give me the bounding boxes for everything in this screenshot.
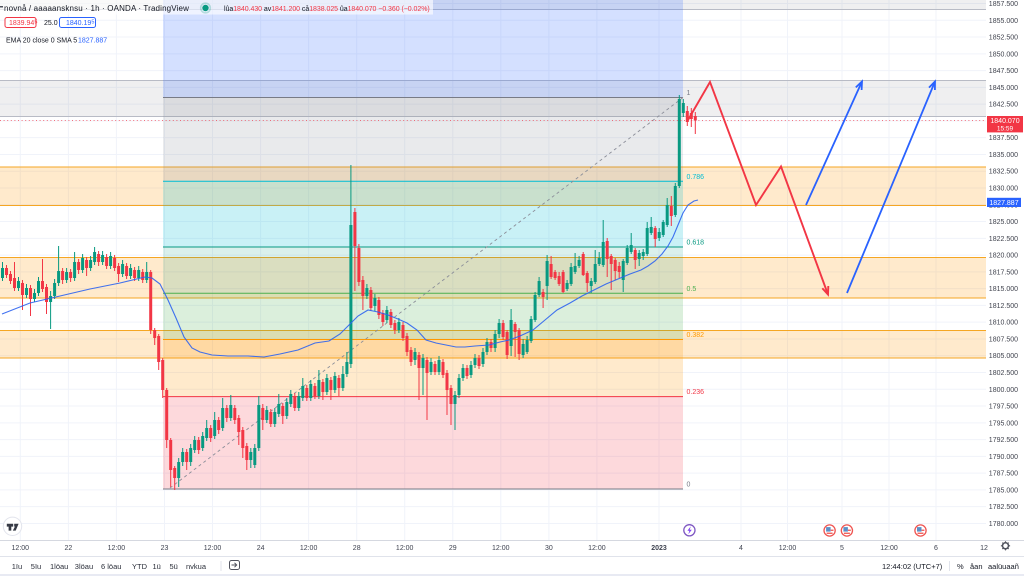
svg-text:novnå / aaaaansknsu · 1h · OAN: novnå / aaaaansknsu · 1h · OANDA · Tradi… [4, 4, 189, 13]
svg-text:1löau: 1löau [50, 562, 68, 571]
svg-text:1835.000: 1835.000 [989, 152, 1018, 159]
svg-text:%: % [957, 562, 964, 571]
svg-text:1782.500: 1782.500 [989, 504, 1018, 511]
svg-text:nvkua: nvkua [186, 562, 207, 571]
svg-text:1842.500: 1842.500 [989, 102, 1018, 109]
svg-text:1815.000: 1815.000 [989, 286, 1018, 293]
svg-text:1827.887: 1827.887 [78, 38, 107, 45]
svg-text:28: 28 [353, 545, 361, 552]
svg-text:1830.000: 1830.000 [989, 185, 1018, 192]
svg-text:1825.000: 1825.000 [989, 219, 1018, 226]
svg-text:29: 29 [449, 545, 457, 552]
svg-text:1852.500: 1852.500 [989, 35, 1018, 42]
svg-text:0.382: 0.382 [687, 332, 705, 339]
svg-text:1787.500: 1787.500 [989, 471, 1018, 478]
svg-text:3löau: 3löau [75, 562, 93, 571]
svg-text:YTD: YTD [132, 562, 148, 571]
svg-text:1847.500: 1847.500 [989, 68, 1018, 75]
svg-text:1792.500: 1792.500 [989, 437, 1018, 444]
svg-text:1: 1 [687, 90, 691, 97]
svg-text:5ïu: 5ïu [31, 562, 41, 571]
svg-text:1839.945: 1839.945 [9, 20, 37, 28]
svg-text:15:59: 15:59 [997, 125, 1014, 132]
svg-text:12:00: 12:00 [396, 545, 414, 552]
svg-text:1827.887: 1827.887 [989, 200, 1018, 207]
svg-text:23: 23 [161, 545, 169, 552]
svg-text:1797.500: 1797.500 [989, 404, 1018, 411]
svg-text:0.5: 0.5 [687, 286, 697, 293]
svg-text:1807.500: 1807.500 [989, 336, 1018, 343]
svg-text:1795.000: 1795.000 [989, 420, 1018, 427]
svg-text:4: 4 [739, 545, 743, 552]
svg-text:1845.000: 1845.000 [989, 85, 1018, 92]
svg-text:0: 0 [687, 482, 691, 489]
svg-text:1832.500: 1832.500 [989, 169, 1018, 176]
svg-text:6 löau: 6 löau [101, 562, 121, 571]
svg-text:1840.195: 1840.195 [66, 20, 94, 28]
svg-text:12:00: 12:00 [779, 545, 797, 552]
svg-text:aalüuaañ: aalüuaañ [988, 562, 1019, 571]
svg-text:22: 22 [65, 545, 73, 552]
svg-text:1780.000: 1780.000 [989, 521, 1018, 528]
svg-text:24: 24 [257, 545, 265, 552]
svg-text:1837.500: 1837.500 [989, 135, 1018, 142]
svg-text:1857.500: 1857.500 [989, 1, 1018, 8]
svg-text:1817.500: 1817.500 [989, 269, 1018, 276]
svg-text:12:00: 12:00 [108, 545, 126, 552]
svg-text:5: 5 [840, 545, 844, 552]
svg-text:1820.000: 1820.000 [989, 253, 1018, 260]
svg-text:12:44:02 (UTC+7): 12:44:02 (UTC+7) [882, 562, 943, 571]
svg-text:0.786: 0.786 [687, 174, 705, 181]
svg-text:1ü: 1ü [153, 562, 161, 571]
svg-text:1840.070: 1840.070 [990, 118, 1019, 125]
svg-text:1800.000: 1800.000 [989, 387, 1018, 394]
svg-text:lûa1840.430 av1841.200 cå1838.: lûa1840.430 av1841.200 cå1838.025 ûa1840… [224, 5, 430, 13]
svg-text:12:00: 12:00 [12, 545, 30, 552]
svg-text:1822.500: 1822.500 [989, 236, 1018, 243]
svg-text:1812.500: 1812.500 [989, 303, 1018, 310]
svg-text:30: 30 [545, 545, 553, 552]
svg-text:2023: 2023 [651, 545, 667, 552]
svg-text:12:00: 12:00 [588, 545, 606, 552]
svg-text:EMA 20 close 0 SMA 5: EMA 20 close 0 SMA 5 [6, 38, 77, 45]
svg-text:1805.000: 1805.000 [989, 353, 1018, 360]
svg-text:åan: åan [970, 562, 983, 571]
svg-text:12: 12 [980, 545, 988, 552]
svg-text:1810.000: 1810.000 [989, 320, 1018, 327]
svg-text:0.618: 0.618 [687, 240, 705, 247]
svg-text:12:00: 12:00 [492, 545, 510, 552]
svg-text:12:00: 12:00 [300, 545, 318, 552]
svg-text:0.236: 0.236 [687, 389, 705, 396]
svg-text:12:00: 12:00 [204, 545, 222, 552]
svg-text:1790.000: 1790.000 [989, 454, 1018, 461]
svg-text:25.0: 25.0 [44, 20, 58, 27]
svg-text:1855.000: 1855.000 [989, 18, 1018, 25]
svg-text:1785.000: 1785.000 [989, 487, 1018, 494]
svg-text:1850.000: 1850.000 [989, 51, 1018, 58]
svg-text:12:00: 12:00 [880, 545, 898, 552]
svg-text:6: 6 [934, 545, 938, 552]
svg-text:1802.500: 1802.500 [989, 370, 1018, 377]
svg-text:1ïu: 1ïu [12, 562, 22, 571]
svg-text:5ü: 5ü [170, 562, 178, 571]
